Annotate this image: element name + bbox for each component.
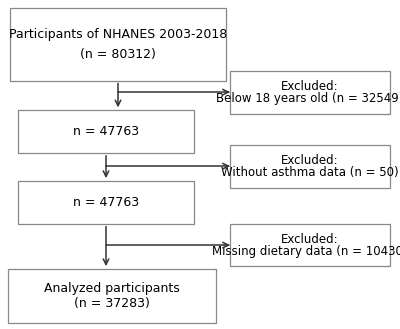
Text: Missing dietary data (n = 10430): Missing dietary data (n = 10430) [212, 244, 400, 258]
FancyBboxPatch shape [230, 145, 390, 188]
FancyBboxPatch shape [10, 8, 226, 81]
Text: Below 18 years old (n = 32549): Below 18 years old (n = 32549) [216, 91, 400, 105]
FancyBboxPatch shape [18, 110, 194, 153]
FancyBboxPatch shape [230, 224, 390, 266]
Text: Analyzed participants: Analyzed participants [44, 282, 180, 295]
Text: Excluded:: Excluded: [281, 80, 339, 93]
FancyBboxPatch shape [8, 269, 216, 323]
Text: (n = 80312): (n = 80312) [80, 48, 156, 61]
Text: n = 47763: n = 47763 [73, 125, 139, 138]
Text: Excluded:: Excluded: [281, 233, 339, 246]
FancyBboxPatch shape [18, 181, 194, 224]
FancyBboxPatch shape [230, 71, 390, 114]
Text: (n = 37283): (n = 37283) [74, 297, 150, 310]
Text: n = 47763: n = 47763 [73, 196, 139, 209]
Text: Participants of NHANES 2003-2018: Participants of NHANES 2003-2018 [9, 28, 227, 41]
Text: Without asthma data (n = 50): Without asthma data (n = 50) [221, 165, 399, 179]
Text: Excluded:: Excluded: [281, 154, 339, 167]
